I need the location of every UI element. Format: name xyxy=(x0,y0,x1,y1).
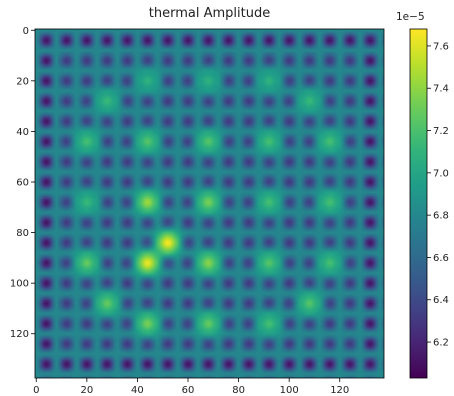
colorbar-tick-label: 7.0 xyxy=(433,168,449,179)
x-tick-label: 0 xyxy=(33,385,39,396)
y-tick-label: 0 xyxy=(23,26,29,37)
x-axis: 0 20 40 60 80 100 120 xyxy=(33,378,349,396)
y-tick-label: 60 xyxy=(16,178,29,189)
y-tick-label: 100 xyxy=(10,279,29,290)
y-axis: 0 20 40 60 80 100 120 xyxy=(10,26,35,340)
colorbar-frame xyxy=(409,28,428,379)
y-tick-label: 120 xyxy=(10,329,29,340)
colorbar-tick-label: 6.4 xyxy=(433,295,449,306)
colorbar-tick-label: 6.8 xyxy=(433,211,449,222)
x-tick-label: 60 xyxy=(182,385,195,396)
heatmap-image xyxy=(35,29,384,378)
x-tick-label: 100 xyxy=(280,385,299,396)
y-tick-label: 40 xyxy=(16,127,29,138)
colorbar-tick-label: 7.4 xyxy=(433,84,449,95)
x-tick-label: 80 xyxy=(232,385,245,396)
colorbar-tick-label: 6.2 xyxy=(433,338,449,349)
x-tick-label: 120 xyxy=(330,385,349,396)
heatmap-raster xyxy=(35,29,384,378)
colorbar xyxy=(410,29,427,378)
y-tick-label: 20 xyxy=(16,76,29,87)
y-tick-label: 80 xyxy=(16,228,29,239)
colorbar-tick-label: 6.6 xyxy=(433,253,449,264)
colorbar-offset-label: 1e−5 xyxy=(396,11,425,23)
x-tick-label: 40 xyxy=(131,385,144,396)
chart-title: thermal Amplitude xyxy=(148,6,271,21)
colorbar-gradient xyxy=(410,29,427,378)
plot-frame xyxy=(34,28,385,379)
colorbar-axis: 6.2 6.4 6.6 6.8 7.0 7.2 7.4 7.6 xyxy=(427,41,449,349)
x-tick-label: 20 xyxy=(80,385,93,396)
colorbar-tick-label: 7.2 xyxy=(433,126,449,137)
colorbar-tick-label: 7.6 xyxy=(433,41,449,52)
